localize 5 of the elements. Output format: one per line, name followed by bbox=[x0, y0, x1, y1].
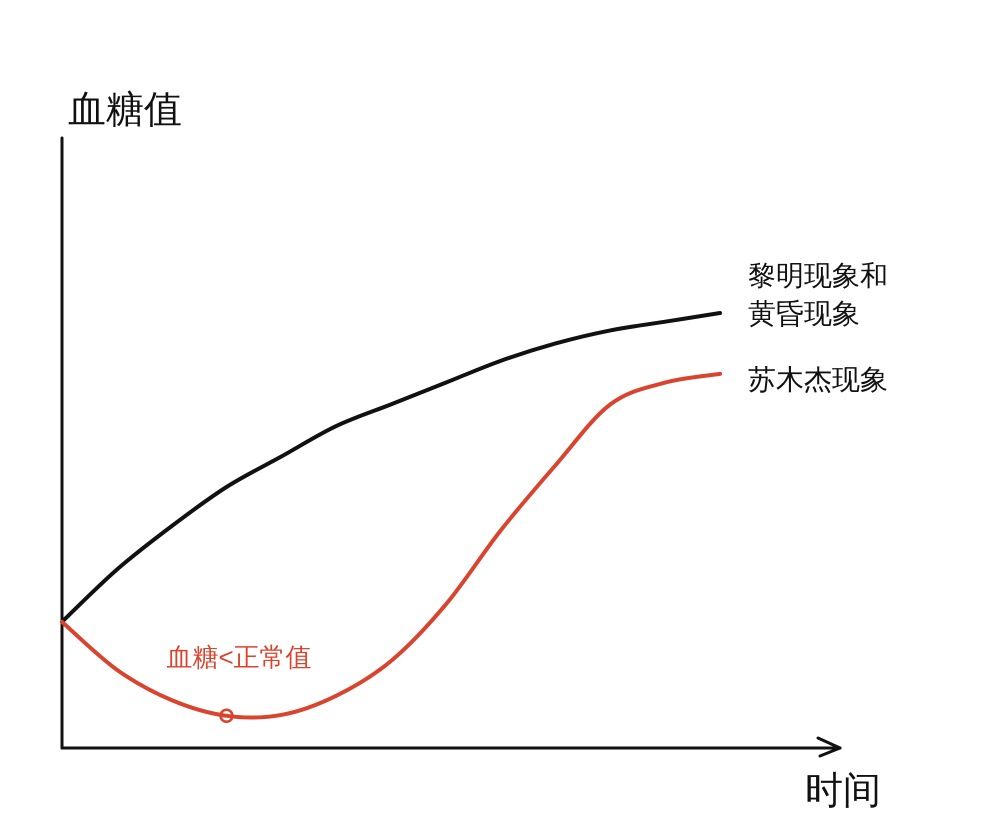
series-label: 黎明现象和黄昏现象 bbox=[748, 260, 888, 329]
series-label: 苏木杰现象 bbox=[748, 364, 888, 395]
annotation: 血糖<正常值 bbox=[166, 642, 312, 672]
x-axis-title: 时间 bbox=[805, 770, 881, 812]
y-axis-title: 血糖值 bbox=[68, 89, 182, 131]
